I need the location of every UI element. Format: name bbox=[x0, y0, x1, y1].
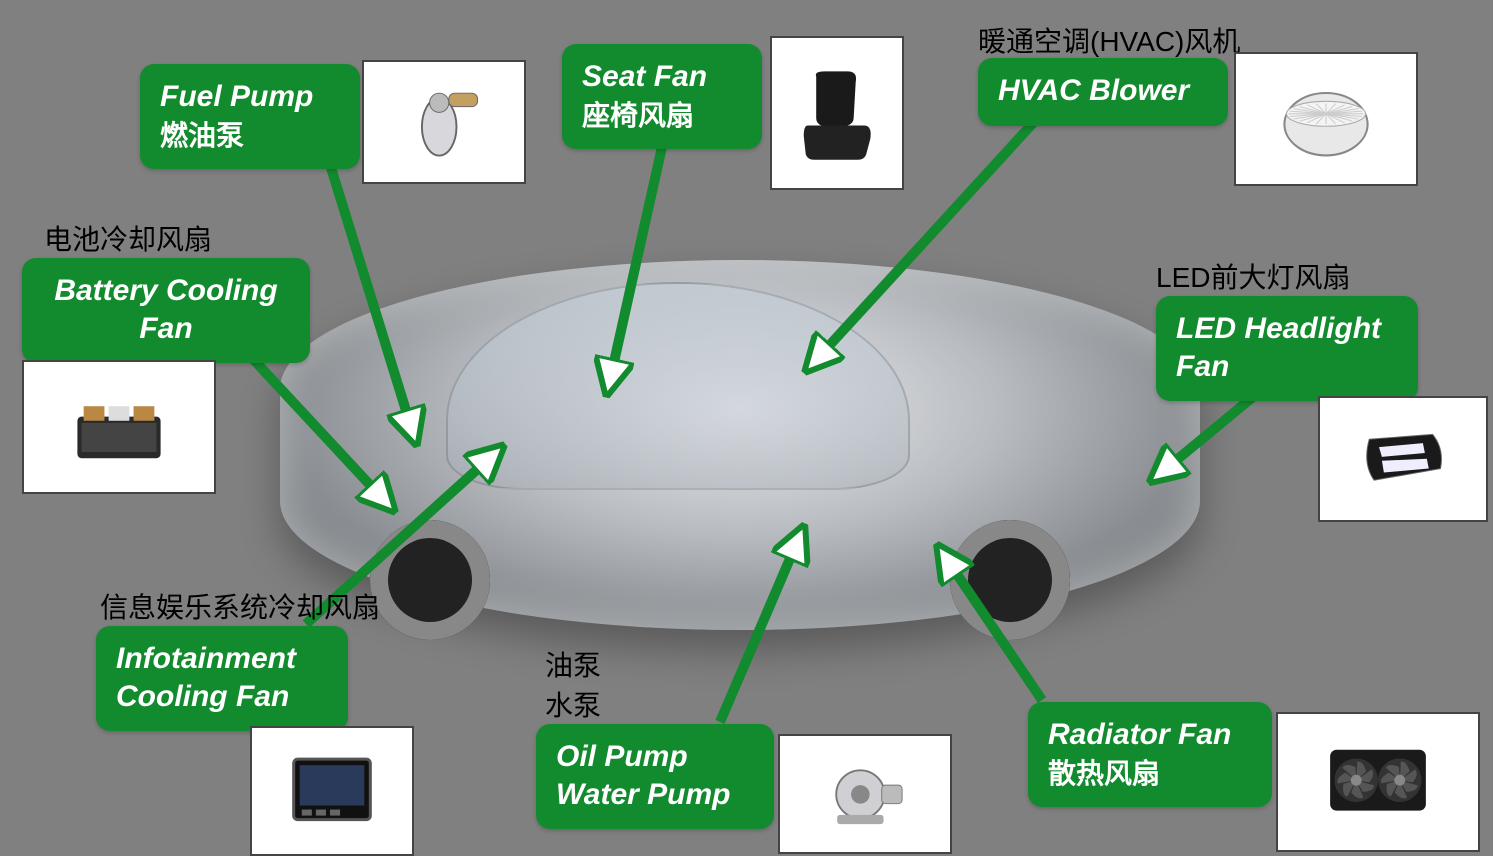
hvac-blower-label: HVAC Blower bbox=[978, 58, 1228, 126]
oil-water-pump-label-en: Oil Pump Water Pump bbox=[556, 738, 754, 813]
infotainment-cooling-fan-label: Infotainment Cooling Fan bbox=[96, 626, 348, 731]
fuel-pump-label: Fuel Pump燃油泵 bbox=[140, 64, 360, 169]
blower-wheel-icon bbox=[1254, 67, 1398, 171]
hvac-blower-annotation-cn: 暖通空调(HVAC)风机 bbox=[978, 20, 1240, 60]
fuel-pump-label-cn: 燃油泵 bbox=[160, 118, 340, 153]
radiator-fan-thumbnail bbox=[1276, 712, 1480, 852]
radiator-fan-label-en: Radiator Fan bbox=[1048, 716, 1252, 754]
fuel-pump-thumbnail bbox=[362, 60, 526, 184]
led-headlight-fan-label: LED Headlight Fan bbox=[1156, 296, 1418, 401]
water-pump-icon bbox=[797, 748, 933, 841]
radiator-fan-label-cn: 散热风扇 bbox=[1048, 756, 1252, 791]
battery-cooling-fan-label: Battery Cooling Fan bbox=[22, 258, 310, 363]
fuel-pump-label-en: Fuel Pump bbox=[160, 78, 340, 116]
car-cabin bbox=[446, 282, 910, 490]
hvac-blower-thumbnail bbox=[1234, 52, 1418, 186]
infotainment-cooling-fan-thumbnail bbox=[250, 726, 414, 856]
headlight-icon bbox=[1337, 410, 1470, 508]
battery-pack-icon bbox=[43, 375, 195, 479]
oil-water-pump-label: Oil Pump Water Pump bbox=[536, 724, 774, 829]
battery-cooling-fan-thumbnail bbox=[22, 360, 216, 494]
radiator-fan-label: Radiator Fan散热风扇 bbox=[1028, 702, 1272, 807]
seat-fan-thumbnail bbox=[770, 36, 904, 190]
dual-fan-icon bbox=[1298, 728, 1458, 837]
oil-water-pump-thumbnail bbox=[778, 734, 952, 854]
pump-cylinder-icon bbox=[380, 74, 508, 170]
led-headlight-fan-label-en: LED Headlight Fan bbox=[1176, 310, 1398, 385]
seat-fan-label: Seat Fan座椅风扇 bbox=[562, 44, 762, 149]
seat-icon bbox=[785, 53, 889, 173]
battery-cooling-fan-annotation-cn: 电池冷却风扇 bbox=[44, 218, 212, 258]
screen-icon bbox=[268, 741, 396, 842]
car-cutaway-illustration bbox=[280, 260, 1200, 630]
battery-cooling-fan-label-en: Battery Cooling Fan bbox=[42, 272, 290, 347]
seat-fan-label-cn: 座椅风扇 bbox=[582, 98, 742, 133]
oil-water-pump-annotation-cn: 油泵 水泵 bbox=[545, 644, 601, 724]
seat-fan-label-en: Seat Fan bbox=[582, 58, 742, 96]
infotainment-cooling-fan-label-en: Infotainment Cooling Fan bbox=[116, 640, 328, 715]
led-headlight-fan-thumbnail bbox=[1318, 396, 1488, 522]
led-headlight-fan-annotation-cn: LED前大灯风扇 bbox=[1156, 256, 1350, 296]
diagram-stage: Autooo.net Fuel Pump燃油泵Seat Fan座椅风扇暖通空调(… bbox=[0, 0, 1493, 856]
infotainment-cooling-fan-annotation-cn: 信息娱乐系统冷却风扇 bbox=[100, 586, 380, 626]
hvac-blower-label-en: HVAC Blower bbox=[998, 72, 1208, 110]
